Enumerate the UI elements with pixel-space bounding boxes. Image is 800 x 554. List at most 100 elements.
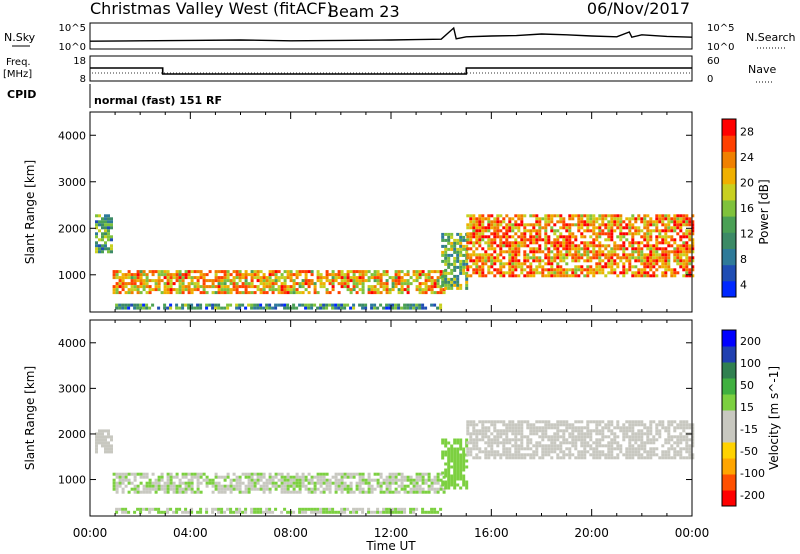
scatter-cell — [592, 214, 596, 218]
scatter-cell — [610, 453, 614, 457]
scatter-cell — [631, 426, 635, 430]
scatter-cell — [613, 244, 617, 248]
scatter-cell — [631, 456, 635, 460]
scatter-cell — [181, 282, 185, 286]
scatter-cell — [453, 259, 457, 263]
scatter-cell — [595, 441, 599, 445]
scatter-cell — [493, 453, 497, 457]
scatter-cell — [136, 507, 140, 511]
scatter-cell — [142, 507, 146, 511]
scatter-cell — [304, 478, 308, 482]
scatter-cell — [465, 259, 469, 263]
scatter-cell — [505, 241, 509, 245]
scatter-cell — [649, 429, 653, 433]
scatter-cell — [556, 250, 560, 254]
scatter-cell — [235, 478, 239, 482]
scatter-cell — [436, 510, 440, 514]
scatter-cell — [493, 259, 497, 263]
scatter-cell — [394, 306, 398, 310]
scatter-cell — [412, 481, 416, 485]
scatter-cell — [265, 478, 269, 482]
scatter-cell — [475, 444, 479, 448]
scatter-cell — [447, 253, 451, 257]
scatter-cell — [553, 435, 557, 439]
scatter-cell — [559, 253, 563, 257]
scatter-cell — [450, 241, 454, 245]
scatter-cell — [664, 235, 668, 239]
scatter-cell — [628, 444, 632, 448]
scatter-cell — [481, 435, 485, 439]
colorbar-swatch — [722, 442, 736, 459]
scatter-cell — [505, 435, 509, 439]
scatter-cell — [514, 423, 518, 427]
scatter-cell — [427, 279, 431, 283]
scatter-cell — [187, 276, 191, 280]
scatter-cell — [646, 450, 650, 454]
scatter-cell — [487, 217, 491, 221]
scatter-cell — [628, 420, 632, 424]
scatter-cell — [133, 490, 137, 494]
scatter-cell — [568, 235, 572, 239]
scatter-cell — [559, 241, 563, 245]
scatter-cell — [532, 271, 536, 275]
scatter-cell — [673, 223, 677, 227]
scatter-cell — [456, 232, 460, 236]
scatter-cell — [406, 484, 410, 488]
scatter-cell — [517, 450, 521, 454]
scatter-cell — [493, 235, 497, 239]
scatter-cell — [444, 462, 448, 466]
scatter-cell — [163, 510, 167, 514]
scatter-cell — [616, 235, 620, 239]
scatter-cell — [456, 459, 460, 463]
scatter-cell — [241, 285, 245, 289]
scatter-cell — [511, 235, 515, 239]
scatter-cell — [532, 444, 536, 448]
scatter-cell — [322, 472, 326, 476]
scatter-cell — [199, 270, 203, 274]
scatter-cell — [586, 432, 590, 436]
scatter-cell — [574, 435, 578, 439]
scatter-cell — [453, 244, 457, 248]
scatter-cell — [670, 274, 674, 278]
scatter-cell — [226, 472, 230, 476]
scatter-cell — [364, 490, 368, 494]
scatter-cell — [475, 456, 479, 460]
scatter-cell — [223, 487, 227, 491]
scatter-cell — [459, 444, 463, 448]
scatter-cell — [424, 472, 428, 476]
scatter-cell — [583, 235, 587, 239]
scatter-cell — [628, 259, 632, 263]
scatter-cell — [652, 447, 656, 451]
scatter-cell — [238, 276, 242, 280]
scatter-cell — [385, 478, 389, 482]
scatter-cell — [319, 484, 323, 488]
scatter-cell — [358, 490, 362, 494]
scatter-cell — [412, 306, 416, 310]
scatter-cell — [643, 265, 647, 269]
scatter-cell — [175, 490, 179, 494]
scatter-cell — [679, 250, 683, 254]
scatter-cell — [688, 220, 692, 224]
scatter-cell — [187, 481, 191, 485]
scatter-cell — [559, 447, 563, 451]
scatter-cell — [292, 282, 296, 286]
scatter-cell — [181, 288, 185, 292]
scatter-cell — [625, 450, 629, 454]
scatter-cell — [433, 279, 437, 283]
scatter-cell — [595, 432, 599, 436]
scatter-cell — [508, 220, 512, 224]
scatter-cell — [469, 423, 473, 427]
scatter-cell — [235, 288, 239, 292]
scatter-cell — [394, 282, 398, 286]
scatter-cell — [286, 510, 290, 514]
scatter-cell — [268, 270, 272, 274]
scatter-cell — [370, 288, 374, 292]
scatter-cell — [104, 217, 107, 221]
scatter-cell — [691, 232, 695, 236]
scatter-cell — [682, 265, 686, 269]
scatter-cell — [259, 276, 263, 280]
scatter-cell — [313, 282, 317, 286]
scatter-cell — [304, 276, 308, 280]
scatter-cell — [124, 306, 128, 310]
